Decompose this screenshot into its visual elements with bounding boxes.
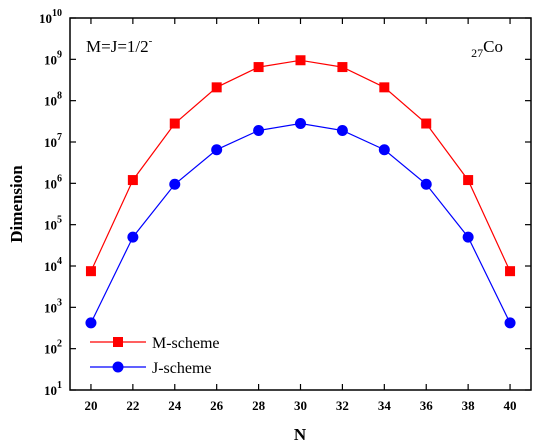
series-line-j-scheme xyxy=(90,122,511,324)
data-point-m-scheme xyxy=(337,62,348,73)
data-point-j-scheme xyxy=(127,231,139,243)
y-axis-ticks: 101 102 103 104 105 106 107 108 109 1010 xyxy=(39,8,531,398)
y-tick-label: 104 xyxy=(44,256,62,274)
data-point-m-scheme xyxy=(463,175,474,186)
x-axis-ticks: 20 22 24 26 28 30 32 34 36 38 40 xyxy=(84,18,517,413)
legend-label-m-scheme: M-scheme xyxy=(152,335,220,352)
y-axis-title: Dimension xyxy=(7,165,26,243)
y-tick-label: 109 xyxy=(44,49,62,67)
legend: M-scheme J-scheme xyxy=(90,335,220,377)
data-point-j-scheme xyxy=(211,144,223,156)
data-point-j-scheme xyxy=(169,178,181,190)
data-point-m-scheme xyxy=(379,82,390,93)
data-point-j-scheme xyxy=(420,178,432,190)
data-point-m-scheme xyxy=(253,62,264,73)
annotation-spin-sup: - xyxy=(149,35,153,47)
data-point-m-scheme xyxy=(169,118,180,129)
data-point-m-scheme xyxy=(85,266,96,277)
x-tick-label: 26 xyxy=(210,398,224,413)
x-tick-label: 20 xyxy=(84,398,97,413)
data-point-j-scheme xyxy=(462,231,474,243)
x-tick-label: 22 xyxy=(126,398,139,413)
data-point-j-scheme xyxy=(378,144,390,156)
y-tick-label: 107 xyxy=(44,132,62,150)
y-tick-label: 103 xyxy=(44,297,62,315)
data-point-m-scheme xyxy=(127,175,138,186)
data-point-j-scheme xyxy=(85,317,97,329)
y-tick-label: 105 xyxy=(44,215,62,233)
annotation-nucleus-sub: 27 xyxy=(471,46,483,60)
annotation-nucleus: 27Co xyxy=(471,37,503,60)
y-tick-label: 1010 xyxy=(39,8,62,26)
x-tick-label: 30 xyxy=(294,398,307,413)
data-point-m-scheme xyxy=(295,55,306,66)
legend-label-j-scheme: J-scheme xyxy=(152,360,212,377)
x-tick-label: 36 xyxy=(420,398,434,413)
legend-marker-j-scheme xyxy=(112,361,124,373)
data-point-m-scheme xyxy=(211,82,222,93)
annotation-nucleus-text: Co xyxy=(483,37,503,56)
series-layer xyxy=(85,55,516,329)
series-line-m-scheme xyxy=(90,59,511,272)
y-tick-label: 101 xyxy=(44,380,62,398)
x-tick-label: 40 xyxy=(504,398,517,413)
x-tick-label: 24 xyxy=(168,398,182,413)
y-tick-label: 106 xyxy=(44,173,62,191)
data-point-j-scheme xyxy=(295,118,306,130)
data-point-j-scheme xyxy=(504,317,516,329)
plot-frame xyxy=(69,17,532,391)
y-tick-label: 108 xyxy=(44,91,62,109)
x-tick-label: 34 xyxy=(378,398,392,413)
x-tick-label: 38 xyxy=(462,398,476,413)
x-axis-title: N xyxy=(294,425,307,444)
data-point-j-scheme xyxy=(336,124,348,136)
annotation-spin-text: M=J=1/2 xyxy=(86,37,149,56)
data-point-m-scheme xyxy=(421,118,432,129)
legend-marker-m-scheme xyxy=(113,337,123,347)
x-tick-label: 32 xyxy=(336,398,349,413)
data-point-m-scheme xyxy=(505,266,516,277)
x-tick-label: 28 xyxy=(252,398,266,413)
data-point-j-scheme xyxy=(253,124,265,136)
y-tick-label: 102 xyxy=(44,339,62,357)
annotation-spin: M=J=1/2- xyxy=(86,35,153,56)
